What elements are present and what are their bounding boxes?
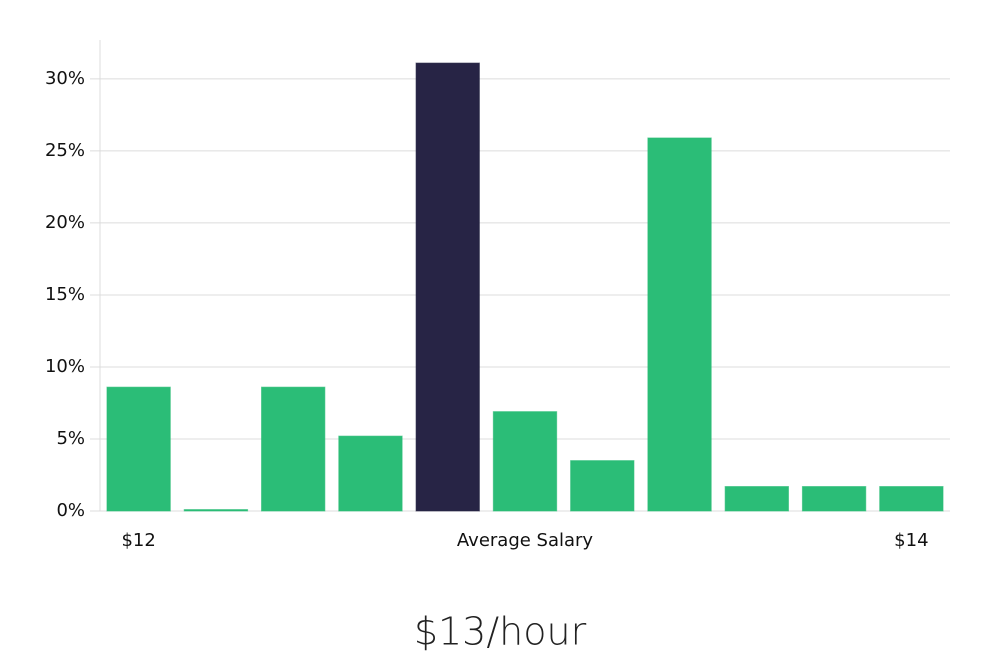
y-tick-label: 10% (45, 356, 85, 377)
x-tick-label: $14 (894, 530, 928, 551)
y-tick-label: 20% (45, 212, 85, 233)
bar (338, 435, 403, 512)
y-tick-label: 30% (45, 68, 85, 89)
y-tick-label: 25% (45, 140, 85, 161)
x-tick-label: $12 (121, 530, 155, 551)
chart-title: $13/hour (414, 610, 587, 654)
bar (647, 137, 712, 512)
y-tick-label: 5% (56, 428, 85, 449)
x-tick-label: Average Salary (457, 530, 594, 551)
bar (879, 486, 944, 512)
bar (801, 486, 867, 512)
bar (183, 509, 249, 512)
bar (724, 486, 789, 512)
bar (106, 386, 171, 512)
y-tick-label: 0% (56, 500, 85, 521)
bar (415, 62, 480, 512)
bar (261, 386, 326, 512)
y-tick-label: 15% (45, 284, 85, 305)
bar (570, 460, 635, 512)
bar (492, 411, 558, 512)
